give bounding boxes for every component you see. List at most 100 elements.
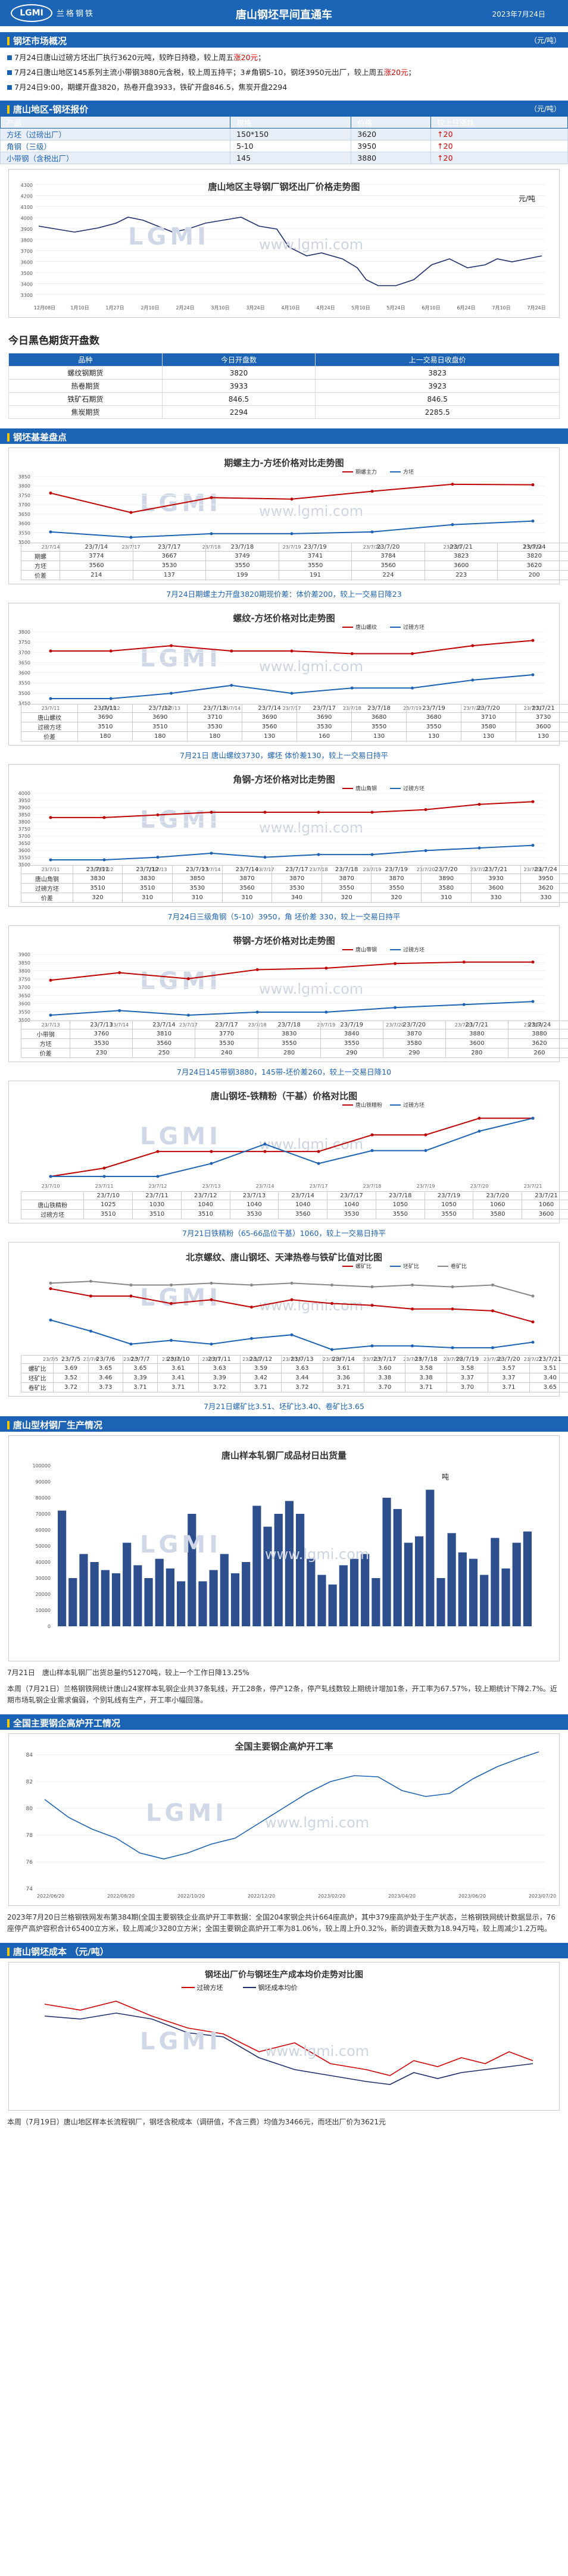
x-tick-label: 23/7/20: [470, 1184, 489, 1189]
y-tick-label: 74: [26, 1886, 33, 1892]
y-tick-label: 3550: [18, 681, 30, 686]
table-row: 方坯 3530 3560 3530 3550 3550 3580 3600 3620: [20, 1038, 568, 1048]
logo-text: 兰格钢铁: [57, 10, 95, 18]
chart-svg: [44, 2001, 533, 2085]
y-tick-label: 3700: [21, 249, 33, 254]
table-header-row: 23/7/5 23/7/6 23/7/7 23/7/10 23/7/11 23/7/12 2…: [20, 1355, 568, 1364]
bar: [252, 1505, 261, 1626]
data-point: [424, 849, 427, 852]
table-row: 方坯 3560 3530 3550 3550 3560 3600 3620: [20, 561, 568, 571]
bar: [436, 1578, 445, 1626]
chart-data-table: 23/7/14 23/7/17 23/7/18 23/7/19 23/7/20 23/7/…: [20, 543, 568, 580]
x-tick-label: 23/7/21: [524, 1184, 542, 1189]
data-point: [49, 1013, 52, 1017]
bar: [458, 1552, 467, 1626]
data-point: [424, 1133, 427, 1137]
y-tick-label: 3650: [18, 841, 30, 846]
chart-data-table: 23/7/5 23/7/6 23/7/7 23/7/10 23/7/11 23/7/12 2…: [20, 1355, 568, 1392]
chart-title: 期螺主力-方坯价格对比走势图: [224, 458, 344, 468]
data-point: [370, 1285, 374, 1289]
chart-data-table: 23/7/13 23/7/14 23/7/17 23/7/18 23/7/19 23/7/…: [20, 1021, 568, 1058]
data-point: [210, 1281, 213, 1285]
chart-title: 唐山样本轧钢厂成品材日出货量: [221, 1450, 347, 1461]
bar: [79, 1554, 88, 1626]
lgmi-logo: LGMI: [11, 4, 52, 22]
chart-title: 带钢-方坯价格对比走势图: [233, 935, 335, 946]
table-header-row: 品种 今日开盘数 上一交易日收盘价: [8, 353, 560, 367]
x-tick-label: 5月24日: [386, 305, 405, 311]
x-tick-label: 23/7/18: [363, 1184, 382, 1189]
bar: [68, 1578, 77, 1626]
y-tick-label: 3700: [18, 502, 30, 508]
x-tick-label: 5月10日: [351, 305, 370, 311]
bar: [307, 1558, 316, 1626]
data-point: [350, 686, 354, 690]
data-point: [531, 1320, 535, 1323]
y-axis: 4300 4200 4100 4000 3900 3800 3700 3600 3500 3400…: [21, 183, 545, 298]
y-tick-label: 4300: [21, 183, 33, 188]
chart-title: 螺纹-方坯价格对比走势图: [233, 613, 335, 624]
shipment-note: 7月21日 唐山样本轧钢厂出货总量约51270吨，较上一个工作日降13.25%: [7, 1669, 249, 1677]
table-header-row: 23/7/14 23/7/17 23/7/18 23/7/19 23/7/20 23/7/…: [20, 543, 568, 552]
bar: [188, 1514, 196, 1626]
data-point: [451, 1307, 454, 1311]
legend-label: 坯矿比: [403, 1263, 419, 1270]
chart-svg: 1000009000080000700006000050000400003000…: [32, 1463, 532, 1629]
bar: [372, 1578, 380, 1626]
x-tick-label: 2023/06/20: [458, 1893, 486, 1899]
chart-title: 北京螺纹、唐山钢坯、天津热卷与铁矿比值对比图: [185, 1252, 382, 1263]
cost-section-title: 唐山钢坯成本 （元/吨）: [7, 1945, 109, 1958]
data-point: [210, 496, 213, 499]
y-tick-label: 82: [26, 1779, 33, 1785]
bar: [469, 1558, 478, 1626]
market-section-bar: 钢坯市场概况 （元/吨）: [0, 32, 568, 48]
data-point: [129, 511, 133, 514]
data-point: [478, 846, 481, 850]
data-point: [290, 1298, 294, 1301]
bar: [404, 1542, 413, 1626]
legend-label: 唐山螺纹: [355, 624, 377, 631]
x-tick-label: 6月24日: [457, 305, 475, 311]
table-header-row: 23/7/11 23/7/12 23/7/13 23/7/14 23/7/17 23/7/…: [20, 704, 568, 713]
y-tick-label: 3800: [18, 819, 30, 825]
table-header-row: 产品 规格 价格 较上日涨跌: [0, 116, 568, 129]
bar: [263, 1526, 272, 1626]
data-point: [411, 1283, 414, 1287]
data-point: [170, 1301, 173, 1305]
y-tick-label: 3600: [18, 521, 30, 527]
data-point: [210, 810, 213, 814]
y-tick-label: 3550: [18, 1009, 30, 1015]
data-point: [478, 1129, 481, 1133]
x-tick-label: 1月10日: [70, 305, 89, 311]
y-tick-label: 3600: [18, 848, 30, 853]
legend-swatch: [182, 1987, 195, 1988]
data-point: [156, 1150, 160, 1153]
bar: [501, 1568, 510, 1626]
data-point: [531, 519, 535, 523]
blast-note: 2023年7月20日兰格钢铁网发布第384期(全国主要钢铁企业高炉开工率数据：全…: [7, 1913, 556, 1933]
legend: 过磅方坯 钢坯成本均价: [182, 1983, 298, 1992]
data-point: [531, 1294, 535, 1298]
data-point: [531, 638, 535, 642]
data-point: [49, 1318, 52, 1322]
data-point: [290, 1281, 294, 1285]
data-point: [531, 800, 535, 803]
data-point: [290, 532, 294, 536]
data-point: [156, 1175, 160, 1178]
x-tick-label: 23/7/11: [95, 1184, 114, 1189]
table-row: 坯矿比 3.52 3.46 3.39 3.41 3.39 3.42 3.44 3.36 3.38 3…: [20, 1373, 568, 1383]
data-point: [350, 652, 354, 655]
y-tick-label: 50000: [36, 1544, 51, 1549]
y-tick-label: 30000: [36, 1576, 51, 1581]
data-point: [118, 1009, 121, 1012]
data-point: [102, 816, 106, 819]
data-point: [210, 852, 213, 855]
data-point: [49, 1287, 52, 1291]
y-tick-label: 3550: [18, 855, 30, 860]
data-point: [451, 1346, 454, 1350]
table-row: 焦炭期货 2294 2285.5: [8, 405, 560, 419]
bullet-icon: [7, 70, 12, 75]
data-point: [317, 1150, 320, 1153]
bar: [480, 1575, 489, 1626]
data-point: [129, 1342, 133, 1346]
